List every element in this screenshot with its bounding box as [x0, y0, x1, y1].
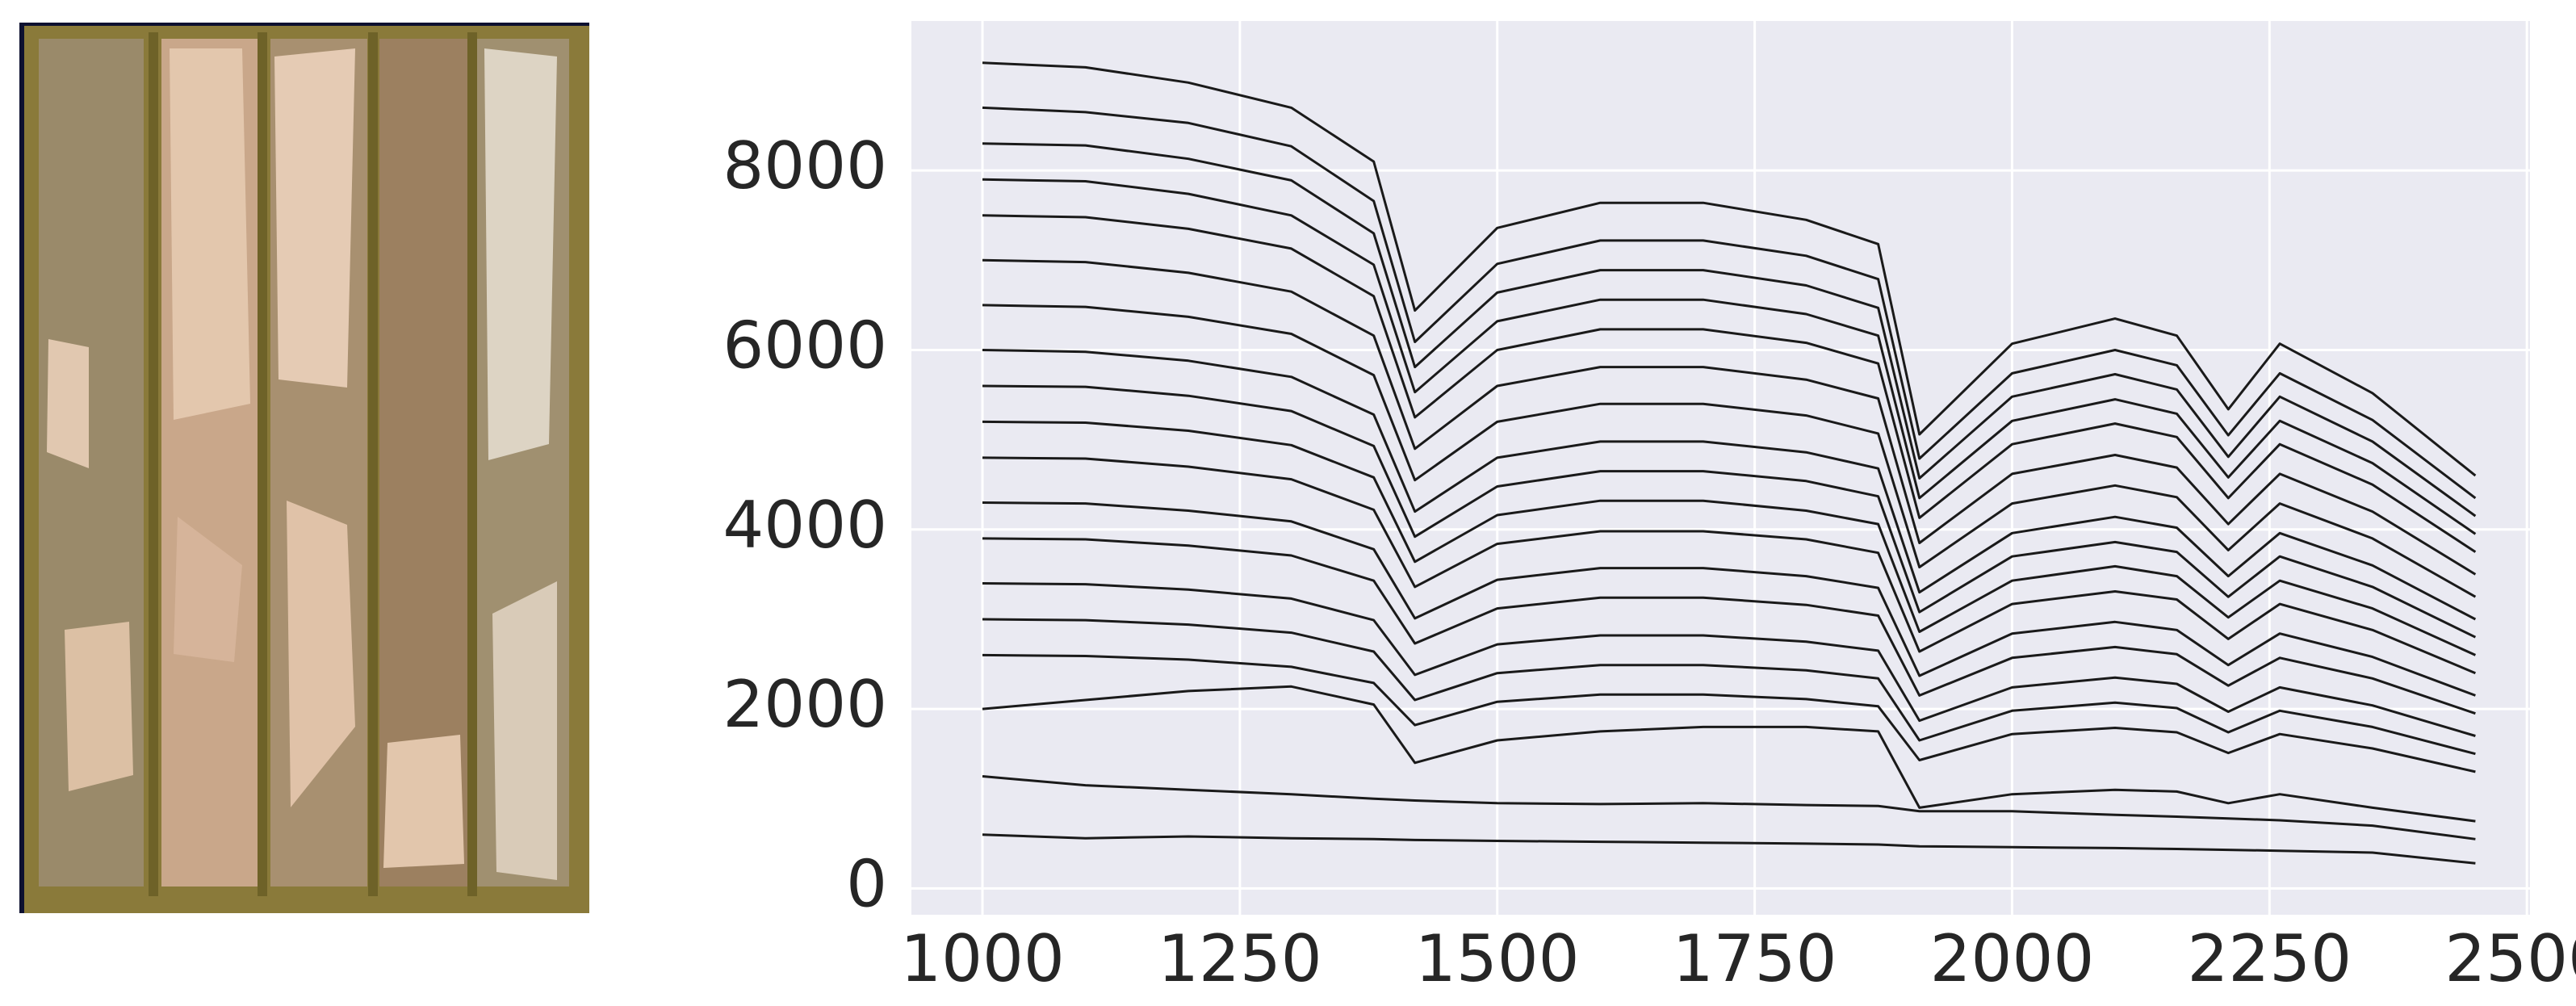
- spectrum-line: [982, 537, 2476, 715]
- spectrum-line: [982, 501, 2476, 697]
- spectrum-line: [982, 456, 2476, 675]
- spectrum-line: [982, 304, 2477, 598]
- spectrum-line: [982, 178, 2477, 535]
- spectrum-line: [982, 833, 2476, 865]
- y-tick-label: 2000: [723, 667, 887, 742]
- spectrum-line: [982, 582, 2476, 737]
- x-tick-label: 1250: [1158, 921, 1322, 996]
- x-tick-label: 1750: [1673, 921, 1837, 996]
- spectrum-line: [982, 685, 2476, 823]
- spectrum-line: [982, 653, 2476, 773]
- spectrum-line: [982, 420, 2477, 656]
- x-tick-label: 1500: [1415, 921, 1580, 996]
- spectrum-line: [982, 384, 2477, 639]
- y-tick-label: 4000: [723, 488, 887, 563]
- spectrum-line: [982, 618, 2476, 756]
- x-tick-label: 2250: [2188, 921, 2352, 996]
- spectrum-line: [982, 142, 2477, 518]
- spectrum-line: [982, 349, 2477, 621]
- spectrum-line: [982, 258, 2477, 576]
- spectrum-line: [982, 61, 2477, 477]
- y-tick-label: 6000: [723, 308, 887, 383]
- core-photo: [19, 23, 589, 913]
- x-tick-label: 2500: [2444, 921, 2576, 996]
- spectrum-line: [982, 214, 2477, 553]
- chart: 0 2000 4000 6000 8000 1000 1250 1500 1750 2000 225…: [723, 21, 2576, 996]
- x-tick-label: 2000: [1930, 921, 2095, 996]
- x-tick-label: 1000: [900, 921, 1065, 996]
- spectrum-line: [982, 106, 2477, 500]
- spectrum-line: [982, 775, 2476, 840]
- y-tick-label: 0: [846, 846, 887, 921]
- y-tick-label: 8000: [723, 128, 887, 203]
